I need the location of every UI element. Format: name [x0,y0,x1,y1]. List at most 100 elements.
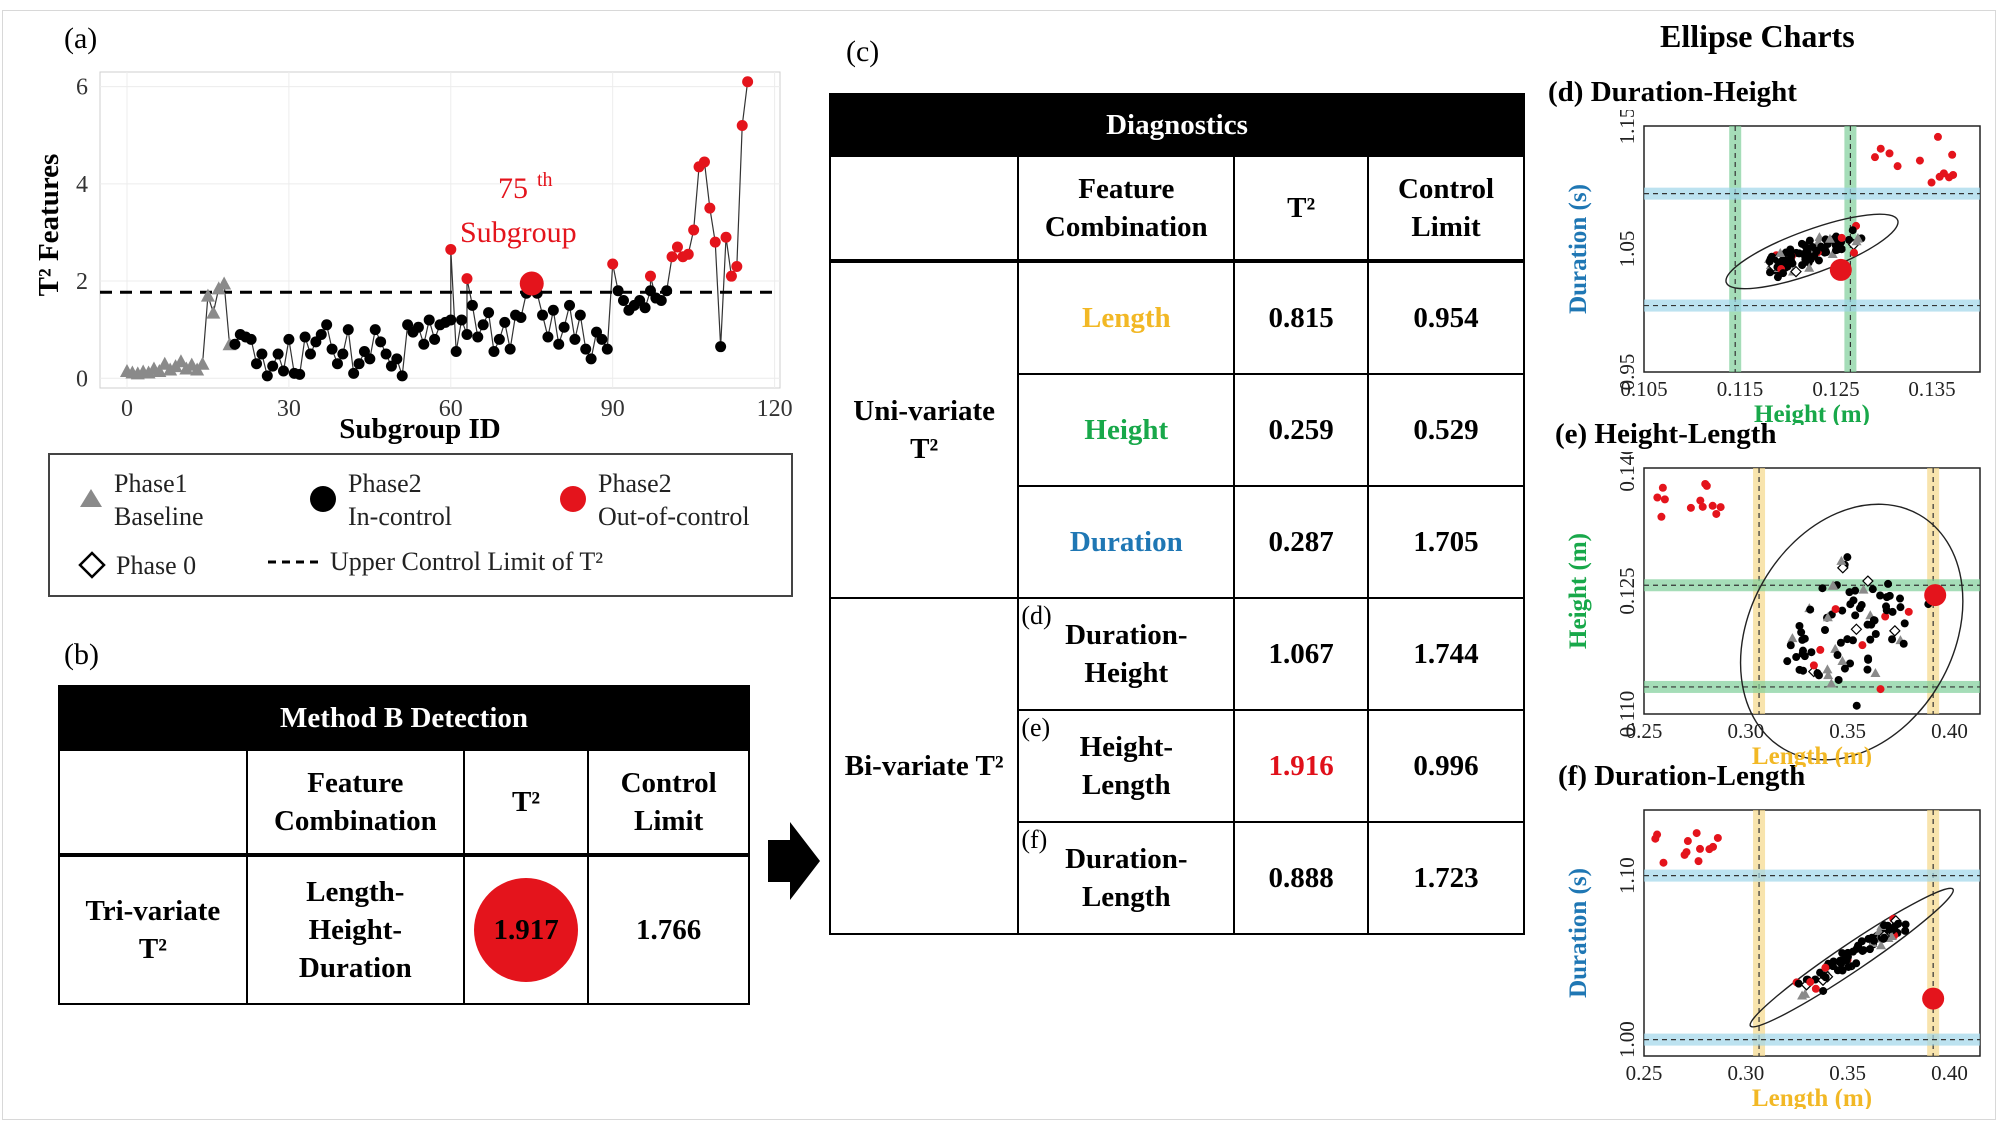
method-b-title: Method B Detection [58,685,750,751]
point-phase2-out [1698,502,1707,511]
point-phase2-out [671,241,683,253]
legend-red-circle-icon [560,486,586,512]
point-phase2-in [229,338,241,350]
diag-uni-combo-duration: Duration [1017,485,1236,599]
method-b-t2-badge: 1.917 [474,878,579,982]
point-phase2-in [1783,657,1792,666]
point-phase2-in [499,316,511,328]
point-75th-subgroup [519,271,544,296]
point-phase1 [1837,656,1848,666]
y-tick-label: 0.95 [1615,354,1639,391]
x-axis-title: Subgroup ID [339,413,500,445]
point-phase2-in [1855,604,1864,613]
point-phase2-in [1859,946,1868,955]
diag-bi-t2-f: 0.888 [1233,821,1370,935]
point-phase2-in [1818,584,1827,593]
point-phase2-out [1709,842,1718,851]
point-phase2-in [450,346,462,358]
point-phase2-in [715,341,727,353]
point-phase1 [1800,988,1811,998]
point-phase2-in [267,360,279,372]
point-phase1 [163,362,178,376]
legend-phase2-in-line1: Phase2 [348,469,422,498]
point-phase2-in [1779,269,1788,278]
diag-bi-t2-e: 1.916 [1233,709,1370,823]
legend-phase2-out-line1: Phase2 [598,469,672,498]
point-phase2-in [1865,945,1874,954]
point-phase2-in [1819,986,1828,995]
point-phase2-in [466,299,478,311]
point-highlight [1922,987,1945,1010]
point-phase2-in [596,333,608,345]
point-phase2-out [461,273,473,285]
diag-bi-limit-f: 1.723 [1367,821,1525,935]
point-phase2-in [321,319,333,331]
control-band-horizontal [1644,680,1980,693]
method-b-row-label: Tri-variate T² [58,853,248,1005]
diag-uni-combo-height: Height [1017,373,1236,487]
diag-uni-limit-height: 0.529 [1367,373,1525,487]
point-phase0 [1889,624,1901,637]
legend-diamond-icon [78,551,106,579]
x-tick-label: 0.35 [1829,719,1866,743]
point-phase2-in [564,299,576,311]
point-phase2-out [1915,156,1924,165]
point-phase2-in [380,348,392,360]
point-phase2-in [1808,242,1817,251]
point-phase2-out [1686,503,1695,512]
x-tick-label: 0.40 [1931,1061,1968,1085]
point-phase2-in [1814,671,1823,680]
point-phase2-in [315,329,327,341]
point-phase2-in [1795,665,1804,674]
point-phase2-in [1803,248,1812,257]
point-phase2-in [1838,606,1847,615]
confidence-ellipse [1739,503,1964,761]
point-phase1 [1775,247,1786,257]
panel-label-c: (c) [846,35,880,68]
point-phase2-in [272,348,284,360]
y-axis-title: Duration (s) [1565,868,1592,998]
diag-uni-limit-length: 0.954 [1367,259,1525,375]
point-phase2-out [1712,509,1721,518]
y-tick-label: 6 [76,75,88,101]
point-phase2-in [277,365,289,377]
ellipse-charts-title: Ellipse Charts [1660,18,1855,54]
legend-phase2-in: Phase2 In-control [348,467,452,533]
panel-title-d: (d) Duration-Height [1548,76,1797,108]
diag-uni-label-text: Uni-variate T² [853,395,996,465]
point-phase2-in [1849,947,1858,956]
x-tick-label: 0.25 [1626,719,1663,743]
point-phase2-in [655,294,667,306]
point-phase2-in [1786,641,1795,650]
point-phase2-in [337,348,349,360]
point-phase2-in [1820,244,1829,253]
x-tick-label: 0.25 [1626,1061,1663,1085]
point-phase2-in [580,343,592,355]
y-tick-label: 0.110 [1615,691,1639,737]
panel-title-f: (f) Duration-Length [1558,760,1806,792]
point-phase1 [1830,643,1841,653]
point-phase2-in [1838,949,1847,958]
point-phase2-out [1806,978,1815,987]
arrow-right-icon [768,822,820,900]
legend-phase1-line1: Phase1 [114,469,188,498]
point-phase2-out [742,76,754,88]
point-phase1 [1823,670,1834,680]
method-b-row-combo: Length-Height-Duration [245,853,465,1005]
point-phase2-out [1811,984,1820,993]
t2-line-chart: 0 30 60 90 120 0 2 4 6 75 th Subgroup Subgroup ID T² … [33,71,793,445]
point-phase1 [1824,233,1835,243]
point-phase2-in [472,331,484,343]
point-phase2-in [1810,251,1819,260]
point-phase0 [1790,265,1802,278]
point-phase2-out [1696,496,1705,505]
point-phase0 [1836,561,1849,574]
point-phase2-in [1795,249,1804,258]
diag-header-combo: Feature Combination [1017,155,1236,262]
legend-phase2-out-line2: Out-of-control [598,502,750,531]
diag-bi-combo-f-text: Duration-Length [1065,843,1188,913]
legend-ucl: Upper Control Limit of T² [330,547,604,576]
x-tick-label: 0.35 [1829,1061,1866,1085]
point-phase2-out [1683,837,1692,846]
diag-uni-t2-duration: 0.287 [1233,485,1370,599]
